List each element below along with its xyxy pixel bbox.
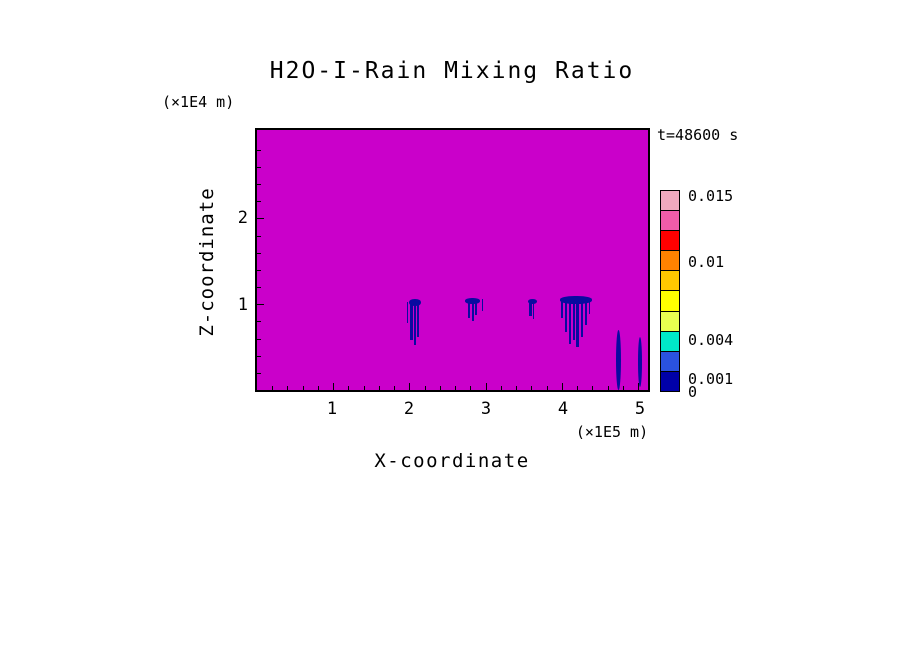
rain-echo (588, 300, 591, 315)
rain-echo (564, 300, 568, 332)
z-minor-tick (257, 269, 261, 271)
z-minor-tick (257, 252, 261, 254)
x-major-tick (409, 383, 411, 390)
x-minor-tick (394, 386, 396, 390)
z-major-tick (257, 218, 264, 220)
x-minor-tick (287, 386, 289, 390)
rain-echo (417, 302, 420, 337)
colorbar-segment (661, 331, 679, 352)
z-axis-label: Z-coordinate (196, 187, 218, 337)
rain-echo (568, 300, 572, 344)
x-minor-tick (500, 386, 502, 390)
x-minor-tick (439, 386, 441, 390)
rain-echo (572, 300, 576, 341)
x-major-tick (638, 383, 640, 390)
z-major-tick (257, 304, 264, 306)
x-axis-label: X-coordinate (374, 450, 530, 472)
rain-echo (561, 301, 563, 318)
rain-echo (638, 336, 643, 387)
x-tick-label: 4 (557, 399, 569, 419)
colorbar-segment (661, 371, 679, 391)
colorbar-segment (661, 271, 679, 292)
z-minor-tick (257, 321, 261, 323)
x-major-tick (485, 383, 487, 390)
z-tick-label: 1 (237, 294, 248, 315)
colorbar-segment (661, 251, 679, 272)
z-tick-label: 2 (237, 207, 248, 228)
x-tick-label: 3 (480, 399, 492, 419)
z-minor-tick (257, 372, 261, 374)
rain-echo (559, 296, 592, 305)
rain-echo (413, 302, 417, 346)
x-minor-tick (622, 386, 624, 390)
rain-echo (406, 302, 409, 324)
x-minor-tick (577, 386, 579, 390)
z-minor-tick (257, 338, 261, 340)
timestamp-label: t=48600 s (657, 126, 739, 144)
colorbar-labels: 0.015 0.01 0.004 0.001 0 (688, 187, 758, 401)
x-axis-unit-label: (×1E5 m) (575, 423, 649, 441)
x-minor-tick (546, 386, 548, 390)
colorbar-segment (661, 191, 679, 212)
x-tick-label: 2 (403, 399, 415, 419)
z-axis-unit-label: (×1E4 m) (162, 93, 235, 111)
colorbar-segment (661, 351, 679, 372)
rain-echo (584, 300, 587, 325)
colorbar-segment (661, 311, 679, 332)
rain-echo (468, 300, 471, 318)
x-tick-labels: 1 2 3 4 5 (255, 399, 650, 421)
colorbar (660, 190, 680, 392)
colorbar-segment (661, 211, 679, 232)
rain-echo (408, 299, 421, 306)
z-minor-tick (257, 235, 261, 237)
x-tick-label: 5 (634, 399, 646, 419)
x-minor-tick (607, 386, 609, 390)
x-tick-label: 1 (326, 399, 338, 419)
x-minor-tick (272, 386, 274, 390)
x-minor-tick (531, 386, 533, 390)
z-minor-tick (257, 201, 261, 203)
x-minor-tick (302, 386, 304, 390)
rain-echo (529, 301, 532, 317)
colorbar-segment (661, 291, 679, 312)
x-minor-tick (470, 386, 472, 390)
x-minor-tick (516, 386, 518, 390)
colorbar-label: 0.004 (688, 330, 734, 349)
rain-echo (481, 299, 484, 312)
z-minor-tick (257, 287, 261, 289)
rain-echo (580, 300, 583, 337)
plot-area (255, 128, 650, 392)
rain-echo (474, 300, 477, 316)
colorbar-label: 0.01 (688, 252, 725, 271)
x-minor-tick (348, 386, 350, 390)
colorbar-label: 0.015 (688, 187, 734, 206)
x-minor-tick (378, 386, 380, 390)
rain-echo (576, 300, 580, 348)
z-minor-tick (257, 166, 261, 168)
rain-echo (471, 299, 474, 322)
rain-echo (532, 301, 535, 319)
z-minor-tick (257, 149, 261, 151)
z-minor-tick (257, 184, 261, 186)
x-major-tick (561, 383, 563, 390)
x-minor-tick (317, 386, 319, 390)
colorbar-segment (661, 231, 679, 252)
x-minor-tick (455, 386, 457, 390)
z-minor-tick (257, 355, 261, 357)
x-major-tick (333, 383, 335, 390)
colorbar-label: 0.001 (688, 369, 734, 388)
rain-echo (616, 329, 622, 390)
rain-echo (410, 302, 413, 341)
chart-title: H2O-I-Rain Mixing Ratio (269, 58, 635, 84)
x-minor-tick (592, 386, 594, 390)
x-minor-tick (424, 386, 426, 390)
colorbar-label: 0 (688, 383, 698, 401)
rain-echo (527, 299, 538, 305)
x-minor-tick (363, 386, 365, 390)
